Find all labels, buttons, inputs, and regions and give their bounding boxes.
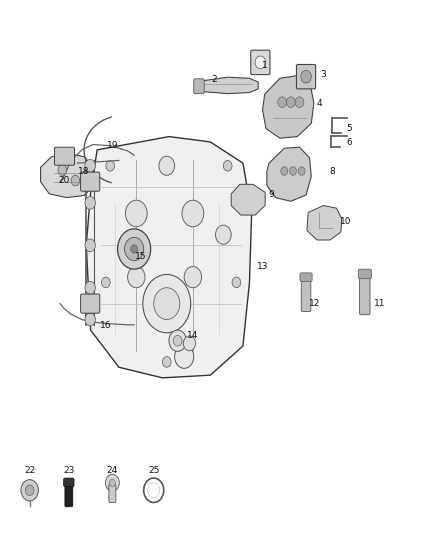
Circle shape <box>58 165 67 175</box>
Text: 1: 1 <box>262 61 268 69</box>
FancyBboxPatch shape <box>251 50 270 75</box>
Text: 23: 23 <box>63 466 74 475</box>
Text: 20: 20 <box>59 176 70 185</box>
Circle shape <box>301 70 311 83</box>
FancyBboxPatch shape <box>81 294 100 313</box>
Text: 18: 18 <box>78 166 90 175</box>
Circle shape <box>85 313 95 326</box>
Text: 10: 10 <box>339 217 351 226</box>
Circle shape <box>281 167 288 175</box>
Circle shape <box>290 167 297 175</box>
Circle shape <box>278 97 286 108</box>
Circle shape <box>144 478 164 503</box>
Text: 24: 24 <box>107 466 118 475</box>
Polygon shape <box>267 147 311 201</box>
FancyBboxPatch shape <box>54 147 74 165</box>
Text: 6: 6 <box>347 139 353 148</box>
Circle shape <box>215 225 231 244</box>
FancyBboxPatch shape <box>194 79 204 94</box>
Circle shape <box>25 485 34 496</box>
Circle shape <box>184 336 195 351</box>
Circle shape <box>124 237 144 261</box>
Circle shape <box>127 266 145 288</box>
Text: 12: 12 <box>309 299 321 308</box>
FancyBboxPatch shape <box>301 277 311 312</box>
Circle shape <box>154 288 180 319</box>
Text: 19: 19 <box>106 141 118 150</box>
Circle shape <box>173 335 182 346</box>
Text: 11: 11 <box>374 299 386 308</box>
Circle shape <box>148 483 160 498</box>
Circle shape <box>223 160 232 171</box>
Circle shape <box>102 277 110 288</box>
Circle shape <box>143 274 191 333</box>
Circle shape <box>85 239 95 252</box>
FancyBboxPatch shape <box>65 482 73 507</box>
Polygon shape <box>307 206 342 240</box>
Polygon shape <box>262 76 314 138</box>
Circle shape <box>85 197 95 209</box>
Text: 25: 25 <box>148 466 159 475</box>
FancyBboxPatch shape <box>358 269 371 279</box>
Circle shape <box>85 281 95 294</box>
Polygon shape <box>195 77 258 94</box>
Text: 15: 15 <box>135 253 146 262</box>
FancyBboxPatch shape <box>360 273 370 315</box>
Text: 5: 5 <box>347 124 353 133</box>
Text: 14: 14 <box>187 331 198 340</box>
Circle shape <box>286 97 295 108</box>
Text: 13: 13 <box>257 262 268 271</box>
Circle shape <box>117 229 151 269</box>
Circle shape <box>295 97 304 108</box>
Circle shape <box>21 480 39 501</box>
Polygon shape <box>231 184 265 215</box>
Circle shape <box>159 156 175 175</box>
Circle shape <box>85 159 95 172</box>
Circle shape <box>106 474 119 491</box>
Text: 4: 4 <box>316 99 322 108</box>
Text: 9: 9 <box>268 190 274 199</box>
Text: 22: 22 <box>24 466 35 475</box>
Circle shape <box>255 56 265 69</box>
Circle shape <box>162 357 171 367</box>
Circle shape <box>110 479 116 487</box>
Text: 3: 3 <box>321 70 326 79</box>
Circle shape <box>184 266 201 288</box>
Circle shape <box>182 200 204 227</box>
Circle shape <box>232 277 241 288</box>
Text: 16: 16 <box>100 321 112 330</box>
Circle shape <box>298 167 305 175</box>
Polygon shape <box>41 153 94 198</box>
Circle shape <box>106 160 115 171</box>
FancyBboxPatch shape <box>109 484 116 503</box>
Circle shape <box>131 245 138 253</box>
FancyBboxPatch shape <box>297 64 316 89</box>
FancyBboxPatch shape <box>300 273 312 281</box>
Circle shape <box>125 200 147 227</box>
Text: 2: 2 <box>212 75 217 84</box>
Circle shape <box>169 330 186 351</box>
FancyBboxPatch shape <box>64 478 74 487</box>
Polygon shape <box>86 136 252 378</box>
Circle shape <box>71 175 80 186</box>
FancyBboxPatch shape <box>81 172 100 191</box>
Text: 8: 8 <box>329 166 335 175</box>
Circle shape <box>175 345 194 368</box>
